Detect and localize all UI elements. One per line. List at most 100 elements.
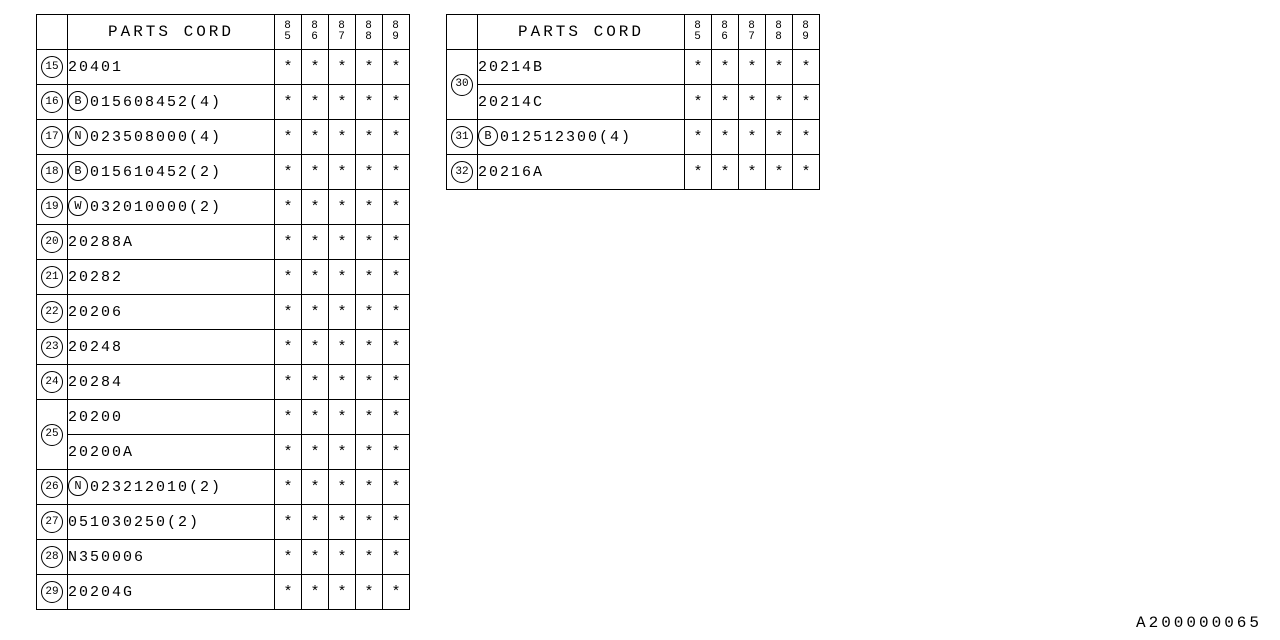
row-index-circle: 21: [41, 266, 63, 288]
mark-cell: *: [685, 155, 712, 190]
mark-cell: *: [685, 85, 712, 120]
code-prefix-circle: B: [68, 91, 88, 111]
table-row: 20214C*****: [447, 85, 820, 120]
mark-cell: *: [383, 190, 410, 225]
row-index-circle: 29: [41, 581, 63, 603]
code-text: 20214C: [478, 94, 544, 111]
mark-cell: *: [302, 365, 329, 400]
mark-cell: *: [685, 120, 712, 155]
code-cell: 051030250(2): [68, 505, 275, 540]
table-row: 20200A*****: [37, 435, 410, 470]
row-index-circle: 19: [41, 196, 63, 218]
code-cell: 20288A: [68, 225, 275, 260]
mark-cell: *: [302, 505, 329, 540]
mark-cell: *: [356, 365, 383, 400]
index-cell: 17: [37, 120, 68, 155]
code-text: 20284: [68, 374, 123, 391]
row-index-circle: 26: [41, 476, 63, 498]
row-index-circle: 16: [41, 91, 63, 113]
mark-cell: *: [739, 120, 766, 155]
mark-cell: *: [356, 260, 383, 295]
mark-cell: *: [275, 400, 302, 435]
code-text: 032010000(2): [90, 199, 222, 216]
mark-cell: *: [793, 50, 820, 85]
code-cell: 20204G: [68, 575, 275, 610]
mark-cell: *: [275, 120, 302, 155]
mark-cell: *: [329, 365, 356, 400]
mark-cell: *: [356, 120, 383, 155]
row-index-circle: 30: [451, 74, 473, 96]
table-row: 31B012512300(4)*****: [447, 120, 820, 155]
mark-cell: *: [275, 225, 302, 260]
mark-cell: *: [302, 85, 329, 120]
code-cell: 20401: [68, 50, 275, 85]
mark-cell: *: [793, 155, 820, 190]
mark-cell: *: [383, 365, 410, 400]
mark-cell: *: [356, 540, 383, 575]
code-prefix-circle: B: [478, 126, 498, 146]
mark-cell: *: [275, 155, 302, 190]
index-cell: 28: [37, 540, 68, 575]
index-cell: 22: [37, 295, 68, 330]
mark-cell: *: [383, 85, 410, 120]
mark-cell: *: [302, 470, 329, 505]
parts-table: PARTS CORD85868788893020214B*****20214C*…: [446, 14, 820, 190]
header-code-cell: PARTS CORD: [68, 15, 275, 50]
mark-cell: *: [356, 155, 383, 190]
year-header: 88: [356, 15, 383, 50]
table-row: 19W032010000(2)*****: [37, 190, 410, 225]
mark-cell: *: [356, 225, 383, 260]
code-text: 012512300(4): [500, 129, 632, 146]
mark-cell: *: [712, 50, 739, 85]
document-id: A200000065: [1136, 614, 1262, 632]
mark-cell: *: [356, 330, 383, 365]
code-cell: 20284: [68, 365, 275, 400]
mark-cell: *: [383, 155, 410, 190]
header-index-cell: [447, 15, 478, 50]
index-cell: 15: [37, 50, 68, 85]
code-cell: 20200: [68, 400, 275, 435]
mark-cell: *: [356, 435, 383, 470]
mark-cell: *: [712, 85, 739, 120]
parts-table: PARTS CORD85868788891520401*****16B01560…: [36, 14, 410, 610]
code-cell: B012512300(4): [478, 120, 685, 155]
mark-cell: *: [685, 50, 712, 85]
mark-cell: *: [766, 155, 793, 190]
mark-cell: *: [329, 575, 356, 610]
year-header: 86: [712, 15, 739, 50]
mark-cell: *: [329, 190, 356, 225]
mark-cell: *: [329, 330, 356, 365]
row-index-circle: 15: [41, 56, 63, 78]
code-text: 015610452(2): [90, 164, 222, 181]
code-text: 20200A: [68, 444, 134, 461]
mark-cell: *: [302, 435, 329, 470]
index-cell: 18: [37, 155, 68, 190]
mark-cell: *: [383, 575, 410, 610]
mark-cell: *: [329, 435, 356, 470]
mark-cell: *: [383, 50, 410, 85]
mark-cell: *: [739, 155, 766, 190]
code-text: 20401: [68, 59, 123, 76]
mark-cell: *: [356, 470, 383, 505]
mark-cell: *: [329, 155, 356, 190]
mark-cell: *: [766, 50, 793, 85]
code-cell: 20200A: [68, 435, 275, 470]
code-cell: 20214C: [478, 85, 685, 120]
code-cell: W032010000(2): [68, 190, 275, 225]
mark-cell: *: [302, 225, 329, 260]
mark-cell: *: [302, 330, 329, 365]
mark-cell: *: [302, 190, 329, 225]
table-row: 2920204G*****: [37, 575, 410, 610]
mark-cell: *: [766, 120, 793, 155]
row-index-circle: 28: [41, 546, 63, 568]
code-prefix-circle: W: [68, 196, 88, 216]
code-cell: 20282: [68, 260, 275, 295]
row-index-circle: 17: [41, 126, 63, 148]
index-cell: 27: [37, 505, 68, 540]
mark-cell: *: [275, 85, 302, 120]
row-index-circle: 22: [41, 301, 63, 323]
mark-cell: *: [739, 85, 766, 120]
code-prefix-circle: N: [68, 476, 88, 496]
year-header: 85: [275, 15, 302, 50]
mark-cell: *: [383, 120, 410, 155]
